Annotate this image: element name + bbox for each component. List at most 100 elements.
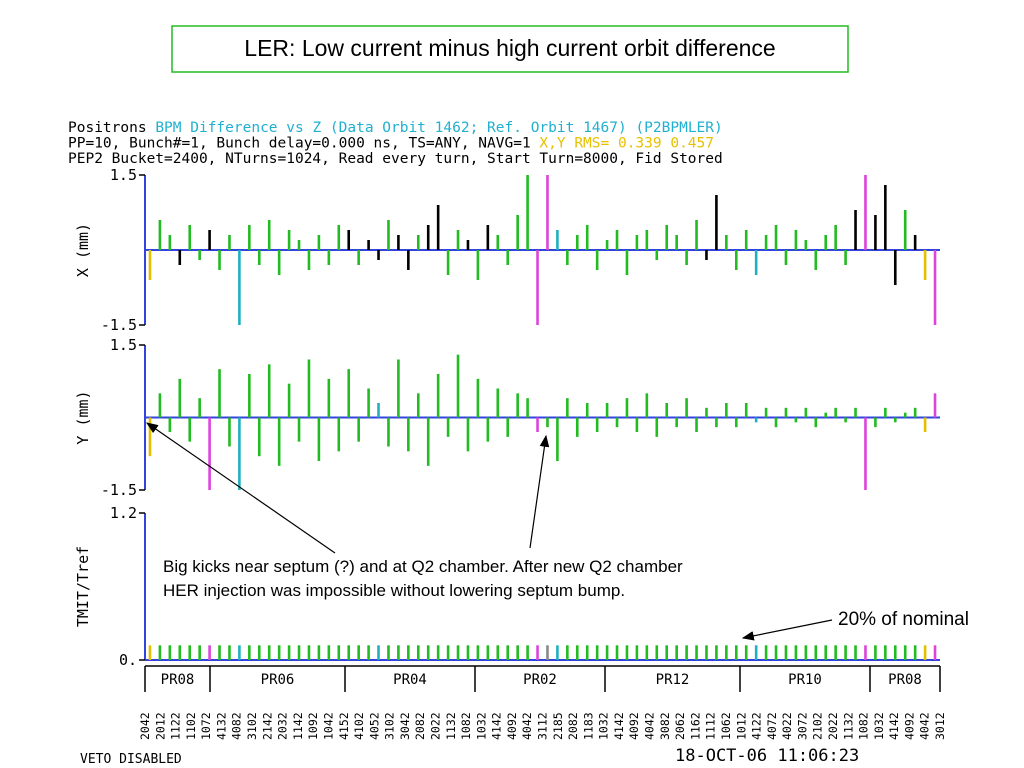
annotation: Big kicks near septum (?) and at Q2 cham… bbox=[163, 557, 683, 576]
bar bbox=[476, 250, 480, 280]
bar bbox=[844, 250, 847, 265]
bar bbox=[566, 250, 569, 265]
header-line: PP=10, Bunch#=1, Bunch delay=0.000 ns, T… bbox=[68, 136, 714, 152]
bar bbox=[695, 220, 698, 250]
bar bbox=[446, 417, 450, 437]
bar bbox=[476, 378, 480, 418]
bar bbox=[546, 645, 549, 660]
bar bbox=[327, 645, 331, 660]
bar bbox=[695, 417, 698, 432]
bar bbox=[854, 645, 857, 660]
bar bbox=[645, 645, 649, 660]
bar bbox=[685, 398, 688, 418]
bar bbox=[426, 645, 430, 660]
bpm-label: 1132 bbox=[444, 712, 458, 740]
bar bbox=[526, 398, 529, 418]
bar bbox=[864, 175, 867, 250]
bar bbox=[516, 645, 519, 660]
bar bbox=[267, 220, 271, 250]
bpm-label: 4092 bbox=[627, 712, 641, 740]
bar bbox=[844, 417, 847, 423]
bar bbox=[466, 417, 470, 452]
bar bbox=[456, 645, 460, 660]
bar bbox=[804, 407, 808, 418]
bar bbox=[267, 364, 271, 418]
bar bbox=[575, 235, 579, 250]
bar bbox=[536, 417, 539, 432]
bar bbox=[804, 240, 808, 250]
bar bbox=[864, 417, 867, 490]
bar bbox=[874, 417, 877, 428]
bar bbox=[466, 645, 470, 660]
bar bbox=[575, 417, 579, 437]
bar bbox=[754, 250, 758, 275]
footer-right: 18-OCT-06 11:06:23 bbox=[675, 746, 859, 766]
bar bbox=[665, 225, 669, 250]
header-segment: PEP2 Bucket=2400, NTurns=1024, Read ever… bbox=[68, 151, 723, 167]
bpm-label: 1082 bbox=[857, 712, 871, 740]
bar bbox=[556, 417, 559, 461]
bar bbox=[784, 645, 788, 660]
bar bbox=[784, 250, 788, 265]
y-tick-label: 0. bbox=[119, 651, 137, 669]
bar bbox=[238, 417, 241, 490]
bar bbox=[744, 645, 748, 660]
bar bbox=[188, 225, 192, 250]
bar bbox=[496, 645, 500, 660]
bpm-label: 4072 bbox=[765, 712, 779, 740]
bar bbox=[496, 388, 500, 418]
bar bbox=[754, 645, 758, 660]
bpm-label: 4142 bbox=[887, 712, 901, 740]
bar bbox=[496, 235, 500, 250]
bar bbox=[675, 645, 678, 660]
bpm-label: 1162 bbox=[688, 712, 702, 740]
annotation: HER injection was impossible without low… bbox=[163, 581, 625, 600]
bar bbox=[168, 235, 172, 250]
bar bbox=[665, 403, 669, 418]
bpm-label: 4042 bbox=[918, 712, 932, 740]
header-segment: BPM Difference vs Z (Data Orbit 1462; Re… bbox=[155, 120, 722, 136]
bpm-label: 3012 bbox=[933, 712, 947, 740]
bar bbox=[287, 645, 291, 660]
bpm-label: 2082 bbox=[413, 712, 427, 740]
bar bbox=[466, 240, 470, 250]
arrow bbox=[529, 434, 550, 549]
bar bbox=[774, 645, 778, 660]
bar bbox=[218, 645, 221, 660]
bar bbox=[297, 417, 301, 442]
bar bbox=[257, 645, 261, 660]
bpm-label: 4092 bbox=[902, 712, 916, 740]
bar bbox=[456, 230, 460, 250]
bar bbox=[764, 645, 768, 660]
bar bbox=[486, 225, 490, 250]
bar bbox=[436, 374, 440, 418]
bar bbox=[685, 250, 688, 265]
bar bbox=[556, 645, 559, 660]
y-tick-label: 1.5 bbox=[110, 336, 137, 354]
bar bbox=[337, 417, 341, 452]
bar bbox=[367, 388, 370, 418]
bar bbox=[814, 250, 818, 270]
bar bbox=[257, 250, 261, 265]
bar bbox=[635, 645, 639, 660]
bar bbox=[327, 250, 331, 265]
title-box bbox=[171, 25, 849, 73]
bpm-label: 3042 bbox=[398, 712, 412, 740]
y-tick-label: -1.5 bbox=[101, 316, 137, 334]
bar bbox=[357, 645, 360, 660]
bar bbox=[794, 645, 798, 660]
bar bbox=[347, 645, 351, 660]
bar bbox=[933, 645, 937, 660]
bar bbox=[198, 250, 201, 260]
bpm-label: 4052 bbox=[367, 712, 381, 740]
bar bbox=[188, 645, 192, 660]
region-label: PR08 bbox=[161, 672, 195, 688]
bpm-label: 2022 bbox=[826, 712, 840, 740]
bar bbox=[377, 250, 380, 260]
bar bbox=[764, 407, 768, 418]
bar bbox=[625, 398, 629, 418]
bpm-label: 1142 bbox=[291, 712, 305, 740]
bar bbox=[675, 235, 678, 250]
bar bbox=[834, 407, 837, 418]
